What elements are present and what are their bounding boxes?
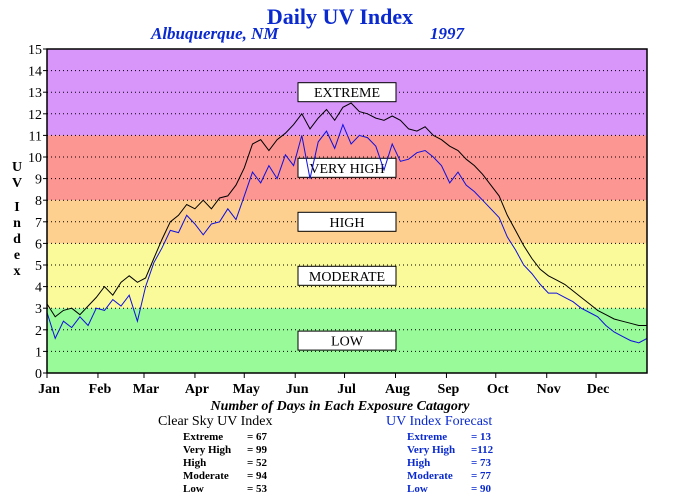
x-tick-label: Sep xyxy=(438,382,460,397)
band-label: VERY HIGH xyxy=(309,162,384,177)
y-tick-label: 9 xyxy=(35,173,42,188)
band-label: EXTREME xyxy=(314,86,380,101)
y-axis-label-letter: e xyxy=(13,248,21,263)
stat-label: Very High xyxy=(183,444,232,456)
stat-label: Moderate xyxy=(407,470,453,482)
stat-value: = 99 xyxy=(247,444,268,456)
x-tick-label: Jul xyxy=(337,382,356,397)
stat-value: = 13 xyxy=(471,431,492,443)
stat-label: Extreme xyxy=(407,431,448,443)
y-axis-label-letter: x xyxy=(13,264,21,279)
x-tick-label: Jun xyxy=(286,382,309,397)
location-label: Albuquerque, NM xyxy=(151,24,279,43)
y-tick-label: 2 xyxy=(35,324,42,339)
band-label-box xyxy=(297,330,397,351)
stat-row: Low = 90 xyxy=(407,483,493,496)
stat-row: Moderate = 77 xyxy=(407,470,493,483)
stat-row: Extreme = 67 xyxy=(183,431,272,444)
x-tick-label: Jan xyxy=(38,382,60,397)
x-tick-label: Apr xyxy=(185,382,209,397)
band-label-box xyxy=(297,211,397,232)
y-tick-label: 11 xyxy=(29,129,42,144)
stat-row: Moderate = 94 xyxy=(183,470,272,483)
stat-value: = 52 xyxy=(247,457,268,469)
stat-row: Very High = 99 xyxy=(183,444,272,457)
y-axis-label-letter: V xyxy=(11,176,23,191)
y-tick-label: 6 xyxy=(35,237,42,252)
x-tick-label: Dec xyxy=(587,382,610,397)
y-tick-label: 13 xyxy=(28,86,42,101)
stat-value: = 94 xyxy=(247,470,268,482)
x-tick-label: Nov xyxy=(537,382,561,397)
y-tick-label: 5 xyxy=(35,259,42,274)
stat-label: Low xyxy=(183,483,204,495)
stat-row: Very High =112 xyxy=(407,444,493,457)
x-tick-label: Feb xyxy=(89,382,112,397)
band-label-box xyxy=(297,265,397,286)
y-tick-label: 1 xyxy=(35,345,42,360)
x-tick-label: Oct xyxy=(487,382,509,397)
y-tick-label: 15 xyxy=(28,43,42,58)
clear-sky-title: Clear Sky UV Index xyxy=(158,414,273,429)
chart-title: Daily UV Index xyxy=(266,4,414,29)
plot-frame xyxy=(46,48,648,374)
y-tick-label: 4 xyxy=(35,281,42,296)
y-axis-label-letter: n xyxy=(13,216,21,231)
stat-label: High xyxy=(183,457,207,469)
days-caption: Number of Days in Each Exposure Catagory xyxy=(210,399,470,414)
y-tick-label: 0 xyxy=(35,367,42,382)
forecast-title: UV Index Forecast xyxy=(386,414,493,429)
y-axis-label-letter: d xyxy=(13,232,21,247)
stat-label: Low xyxy=(407,483,428,495)
stat-value: = 90 xyxy=(471,483,492,495)
band-label: LOW xyxy=(331,335,364,350)
uv-series-line xyxy=(46,123,648,344)
stat-row: High = 52 xyxy=(183,457,272,470)
y-axis-label-letter: I xyxy=(14,200,20,215)
stat-label: Extreme xyxy=(183,431,224,443)
band-label-box xyxy=(297,82,397,103)
uv-series-line xyxy=(46,102,647,326)
stat-row: High = 73 xyxy=(407,457,493,470)
forecast-rows: Extreme = 13 Very High =112 High = 73 Moderate… xyxy=(386,431,493,496)
stat-value: =112 xyxy=(471,444,494,456)
stat-value: = 53 xyxy=(247,483,268,495)
stat-label: Very High xyxy=(407,444,456,456)
y-tick-label: 12 xyxy=(28,108,42,123)
stat-value: = 73 xyxy=(471,457,492,469)
stat-row: Extreme = 13 xyxy=(407,431,493,444)
x-tick-label: Mar xyxy=(133,382,159,397)
x-tick-label: Aug xyxy=(385,382,410,397)
stat-label: Moderate xyxy=(183,470,229,482)
y-tick-label: 3 xyxy=(35,302,42,317)
stat-value: = 77 xyxy=(471,470,492,482)
stat-row: Low = 53 xyxy=(183,483,272,496)
y-tick-label: 10 xyxy=(28,151,42,166)
clear-sky-rows: Extreme = 67 Very High = 99 High = 52 Moderate… xyxy=(159,431,272,496)
band-label-box xyxy=(297,157,397,178)
y-tick-label: 14 xyxy=(28,65,42,80)
y-tick-label: 7 xyxy=(35,216,42,231)
band-label: HIGH xyxy=(330,216,365,231)
y-tick-label: 8 xyxy=(35,194,42,209)
forecast-stats: UV Index Forecast Extreme = 13 Very High =1… xyxy=(386,414,493,496)
band-label: MODERATE xyxy=(309,270,385,285)
y-axis-label-letter: U xyxy=(11,160,23,175)
year-label: 1997 xyxy=(430,24,464,43)
clear-sky-stats: Clear Sky UV Index Extreme = 67 Very High =… xyxy=(158,414,273,496)
stat-value: = 67 xyxy=(247,431,268,443)
stat-label: High xyxy=(407,457,431,469)
x-tick-label: May xyxy=(233,382,260,397)
